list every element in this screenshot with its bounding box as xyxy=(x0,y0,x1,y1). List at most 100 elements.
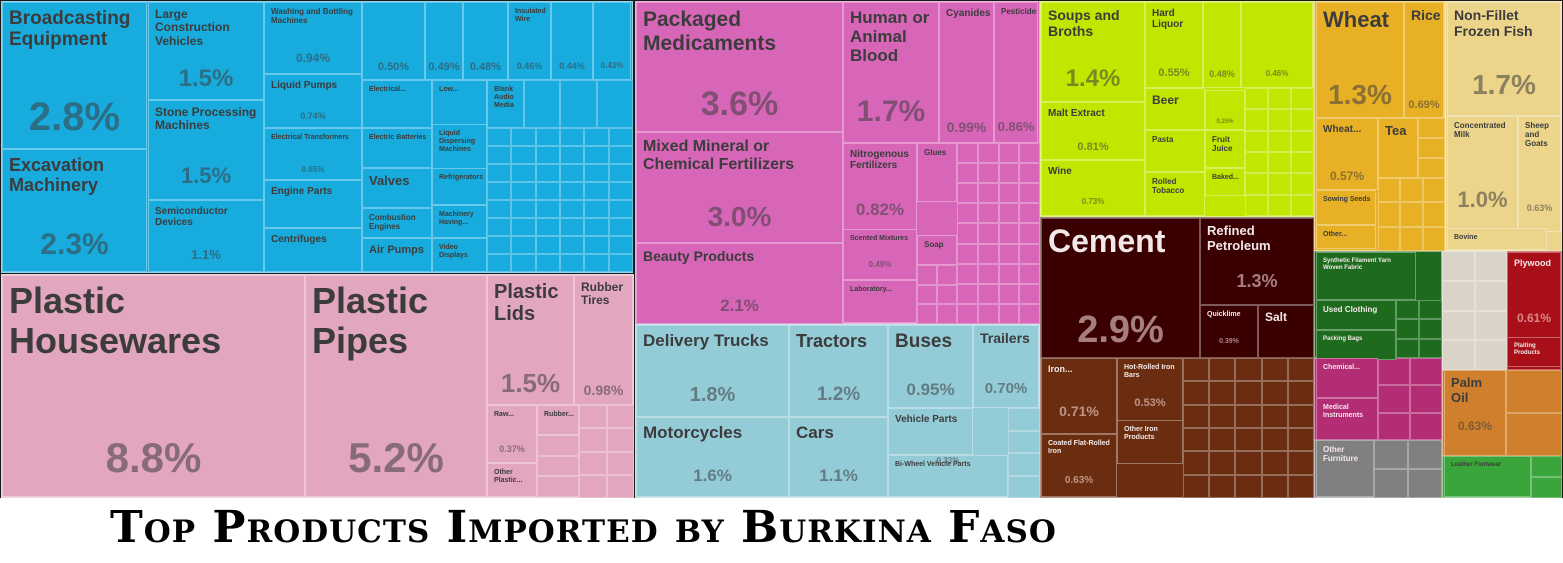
tile-plaiting-products[interactable]: Plaiting Products xyxy=(1507,337,1561,367)
tile-leather-footwear[interactable]: Leather Footwear xyxy=(1444,456,1531,497)
minor-product-cell xyxy=(917,304,937,324)
tile-plastic-housewares[interactable]: Plastic Housewares 8.8% xyxy=(2,275,305,497)
tile-scented-mixtures[interactable]: Scented Mixtures 0.49% xyxy=(843,229,917,280)
tile-bovine[interactable]: Bovine xyxy=(1447,228,1547,250)
tile-other-furniture[interactable]: Other Furniture xyxy=(1316,440,1374,497)
tile-pesticides[interactable]: Pesticides 0.86% xyxy=(994,2,1038,143)
tile-sheep-and-goats[interactable]: Sheep and Goats 0.63% xyxy=(1518,116,1561,232)
tile-quicklime[interactable]: Quicklime 0.39% xyxy=(1200,305,1258,358)
tile-packing-bags[interactable]: Packing Bags xyxy=(1316,330,1396,360)
tile-broadcasting-equipment[interactable]: Broadcasting Equipment 2.8% xyxy=(2,2,147,149)
tile-concentrated-milk[interactable]: Concentrated Milk 1.0% xyxy=(1447,116,1518,232)
tile-label: Vehicle Parts xyxy=(895,414,958,425)
tile-liquid-dispersing-machines[interactable]: Liquid Dispersing Machines xyxy=(432,124,487,169)
tile-combustion-engines[interactable]: Combustion Engines xyxy=(362,208,432,238)
tile-other-iron-products[interactable]: Other Iron Products xyxy=(1117,420,1183,464)
tile-electrical[interactable]: Electrical... xyxy=(362,80,432,128)
tile-delivery-trucks[interactable]: Delivery Trucks 1.8% xyxy=(636,325,789,417)
tile-label: Excavation Machinery xyxy=(9,155,105,196)
minor-product-cell xyxy=(487,236,512,254)
tile-plastic-lids[interactable]: Plastic Lids 1.5% xyxy=(487,275,574,405)
tile-refined-petroleum[interactable]: Refined Petroleum 1.3% xyxy=(1200,218,1314,305)
tile-electric-batteries[interactable]: Electric Batteries xyxy=(362,128,432,168)
tile-cars[interactable]: Cars 1.1% xyxy=(789,417,888,497)
tile-washing-and-bottling-machines[interactable]: Washing and Bottling Machines 0.94% xyxy=(264,2,362,74)
tile-valves[interactable]: Valves xyxy=(362,168,432,208)
tile-baked[interactable]: Baked... xyxy=(1205,168,1245,196)
tile-iron[interactable]: Iron... 0.71% xyxy=(1041,358,1117,434)
tile-low[interactable]: Low... xyxy=(432,80,487,128)
tile-insulated-wire[interactable]: Insulated Wire 0.46% xyxy=(508,2,551,80)
tile-synthetic-filament-yarn-woven-fabric[interactable]: Synthetic Filament Yarn Woven Fabric xyxy=(1316,252,1416,300)
tile-machinery-having[interactable]: Machinery Having... xyxy=(432,205,487,238)
tile-unlabeled-0-49[interactable]: 0.49% xyxy=(425,2,463,80)
tile-cyanides[interactable]: Cyanides 0.99% xyxy=(939,2,994,143)
tile-trailers[interactable]: Trailers 0.70% xyxy=(973,325,1039,408)
minor-product-cell xyxy=(937,304,957,324)
tile-raw[interactable]: Raw... 0.37% xyxy=(487,405,537,463)
tile-packaged-medicaments[interactable]: Packaged Medicaments 3.6% xyxy=(636,2,843,132)
tile-coated-flat-rolled-iron[interactable]: Coated Flat-Rolled Iron 0.63% xyxy=(1041,434,1117,497)
tile-wheat[interactable]: Wheat 1.3% xyxy=(1316,2,1404,118)
tile-blank-audio-media[interactable]: Blank Audio Media xyxy=(487,80,524,128)
tile-sowing-seeds[interactable]: Sowing Seeds xyxy=(1316,190,1376,225)
tile-vehicle-parts[interactable]: Vehicle Parts xyxy=(888,408,973,455)
tile-stone-processing-machines[interactable]: Stone Processing Machines 1.5% xyxy=(148,100,264,200)
tile-mixed-mineral-or-chemical-fertilizers[interactable]: Mixed Mineral or Chemical Fertilizers 3.0… xyxy=(636,132,843,243)
tile-used-clothing[interactable]: Used Clothing xyxy=(1316,300,1396,330)
tile-unlabeled-0-48[interactable]: 0.48% xyxy=(463,2,508,80)
tile-electrical-transformers[interactable]: Electrical Transformers 0.65% xyxy=(264,128,362,180)
tile-glues[interactable]: Glues xyxy=(917,143,957,202)
tile-tractors[interactable]: Tractors 1.2% xyxy=(789,325,888,417)
tile-video-displays[interactable]: Video Displays xyxy=(432,238,487,272)
tile-pasta[interactable]: Pasta xyxy=(1145,130,1205,172)
tile-rolled-tobacco[interactable]: Rolled Tobacco xyxy=(1145,172,1205,216)
tile-soups-and-broths[interactable]: Soups and Broths 1.4% xyxy=(1041,2,1145,102)
tile-semiconductor-devices[interactable]: Semiconductor Devices 1.1% xyxy=(148,200,264,272)
tile-palm-oil[interactable]: Palm Oil 0.63% xyxy=(1444,370,1506,456)
minor-product-cell xyxy=(1261,428,1288,452)
tile-wheat[interactable]: Wheat... 0.57% xyxy=(1316,118,1378,190)
tile-other[interactable]: Other... xyxy=(1316,225,1376,249)
tile-hard-liquor[interactable]: Hard Liquor 0.55% xyxy=(1145,2,1203,88)
minor-product-cell xyxy=(560,146,585,164)
tile-unlabeled-0-43[interactable]: 0.43% xyxy=(593,2,631,80)
tile-non-fillet-frozen-fish[interactable]: Non-Fillet Frozen Fish 1.7% xyxy=(1447,2,1561,116)
tile-air-pumps[interactable]: Air Pumps xyxy=(362,238,432,272)
tile-centrifuges[interactable]: Centrifuges xyxy=(264,228,362,272)
tile-fruit-juice[interactable]: Fruit Juice xyxy=(1205,130,1245,168)
tile-unlabeled-0-46[interactable]: 0.46% xyxy=(1241,2,1313,88)
tile-engine-parts[interactable]: Engine Parts xyxy=(264,180,362,228)
tile-unlabeled-0-50[interactable]: 0.50% xyxy=(362,2,425,80)
tile-other-plastic[interactable]: Other Plastic... xyxy=(487,463,537,497)
tile-chemical[interactable]: Chemical... xyxy=(1316,358,1378,398)
tile-motorcycles[interactable]: Motorcycles 1.6% xyxy=(636,417,789,497)
tile-rubber[interactable]: Rubber... xyxy=(537,405,579,435)
tile-beer[interactable]: Beer xyxy=(1145,88,1205,130)
tile-bi-wheel-vehicle-parts[interactable]: Bi-Wheel Vehicle Parts 0.33% xyxy=(888,455,1008,497)
tile-plastic-pipes[interactable]: Plastic Pipes 5.2% xyxy=(305,275,487,497)
tile-human-or-animal-blood[interactable]: Human or Animal Blood 1.7% xyxy=(843,2,939,143)
tile-tea[interactable]: Tea xyxy=(1378,118,1418,178)
tile-malt-extract[interactable]: Malt Extract 0.81% xyxy=(1041,102,1145,160)
tile-label: Mixed Mineral or Chemical Fertilizers xyxy=(643,138,795,173)
tile-unlabeled-0-44[interactable]: 0.44% xyxy=(551,2,593,80)
tile-laboratory[interactable]: Laboratory... xyxy=(843,280,917,323)
tile-cement[interactable]: Cement 2.9% xyxy=(1041,218,1200,358)
tile-wine[interactable]: Wine 0.73% xyxy=(1041,160,1145,216)
tile-beauty-products[interactable]: Beauty Products 2.1% xyxy=(636,243,843,324)
tile-rice[interactable]: Rice 0.69% xyxy=(1404,2,1444,118)
tile-buses[interactable]: Buses 0.95% xyxy=(888,325,973,408)
tile-large-construction-vehicles[interactable]: Large Construction Vehicles 1.5% xyxy=(148,2,264,100)
tile-medical-instruments[interactable]: Medical Instruments xyxy=(1316,398,1378,440)
tile-label: Buses xyxy=(895,331,953,352)
tile-excavation-machinery[interactable]: Excavation Machinery 2.3% xyxy=(2,149,147,272)
tile-unlabeled-0-48[interactable]: 0.48% xyxy=(1203,2,1241,88)
tile-salt[interactable]: Salt xyxy=(1258,305,1314,358)
tile-unlabeled-0-25[interactable]: 0.25% xyxy=(1205,90,1245,130)
tile-liquid-pumps[interactable]: Liquid Pumps 0.74% xyxy=(264,74,362,128)
tile-soap[interactable]: Soap xyxy=(917,235,957,265)
tile-rubber-tires[interactable]: Rubber Tires 0.98% xyxy=(574,275,633,405)
tile-refrigerators[interactable]: Refrigerators xyxy=(432,168,487,205)
minor-product-cell xyxy=(537,476,579,497)
